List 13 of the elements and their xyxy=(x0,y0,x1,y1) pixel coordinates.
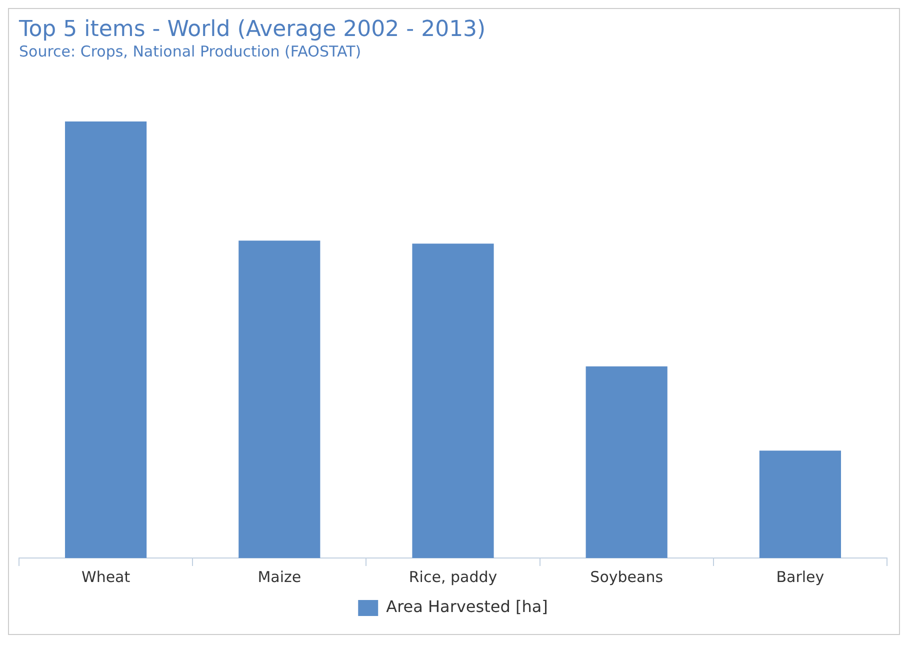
x-tick-label: Barley xyxy=(776,568,824,586)
bar xyxy=(412,244,494,558)
x-tick-label: Wheat xyxy=(81,568,130,586)
bar xyxy=(238,240,320,558)
x-tick-label: Rice, paddy xyxy=(408,568,498,586)
chart-title: Top 5 items - World (Average 2002 - 2013) xyxy=(18,16,486,42)
chart-subtitle: Source: Crops, National Production (FAOSTAT) xyxy=(19,42,362,60)
legend-label: Area Harvested [ha] xyxy=(386,597,548,616)
bar xyxy=(759,450,841,558)
x-tick-label: Maize xyxy=(258,568,302,586)
x-tick-label: Soybeans xyxy=(590,568,664,586)
bar xyxy=(65,121,147,558)
bar xyxy=(586,366,668,558)
